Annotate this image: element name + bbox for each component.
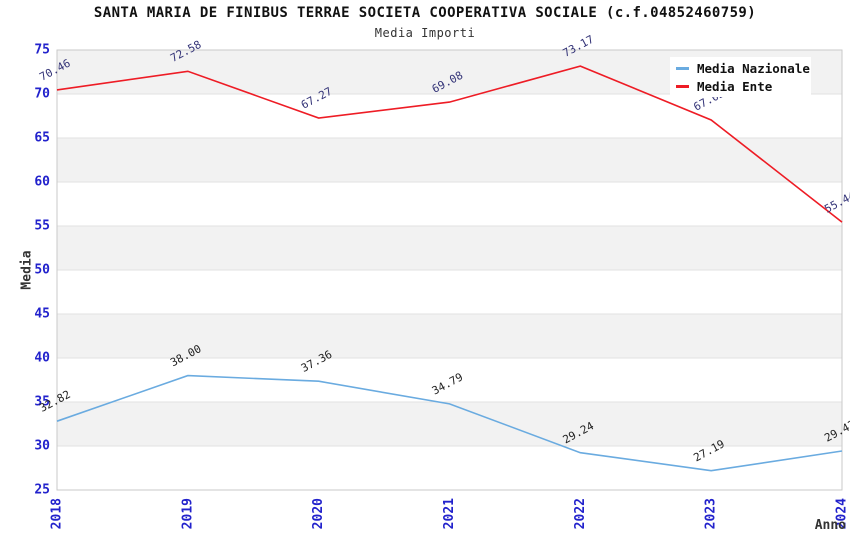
y-tick-label: 25: [34, 483, 50, 498]
y-tick-label: 40: [34, 351, 50, 366]
y-tick-label: 45: [34, 307, 50, 322]
chart-subtitle: Media Importi: [374, 26, 476, 40]
x-tick-label: 2024: [835, 498, 850, 529]
line-swatch-icon: [676, 84, 689, 88]
y-tick-label: 60: [34, 175, 50, 190]
series-line-media-ente: [56, 65, 843, 223]
y-tick-label: 55: [34, 219, 50, 234]
grid-band: [57, 314, 842, 358]
legend: Media Nazionale Media Ente: [670, 57, 811, 97]
y-tick-label: 50: [34, 263, 50, 278]
y-axis-title: Media: [20, 250, 35, 289]
x-tick-label: 2019: [180, 498, 195, 529]
grid-band: [57, 226, 842, 270]
y-tick-label: 35: [34, 395, 50, 410]
chart-title: SANTA MARIA DE FINIBUS TERRAE SOCIETA CO…: [93, 5, 757, 21]
x-tick-label: 2021: [442, 498, 457, 529]
plot-border: [56, 49, 843, 491]
legend-label: Media Ente: [697, 78, 773, 94]
grid-band: [57, 358, 842, 402]
grid-band: [57, 270, 842, 314]
line-swatch-icon: [676, 66, 689, 70]
legend-label: Media Nazionale: [697, 60, 810, 76]
grid-band: [57, 182, 842, 226]
y-tick-label: 65: [34, 131, 50, 146]
y-tick-label: 75: [34, 43, 50, 58]
series-line-media-nazionale: [56, 374, 843, 472]
grid-band: [57, 94, 842, 138]
x-tick-label: 2020: [311, 498, 326, 529]
legend-item-media-ente: Media Ente: [676, 79, 811, 94]
grid-band: [57, 446, 842, 490]
grid-band: [57, 402, 842, 446]
y-tick-label: 70: [34, 87, 50, 102]
x-tick-label: 2022: [573, 498, 588, 529]
y-tick-label: 30: [34, 439, 50, 454]
x-tick-label: 2023: [704, 498, 719, 529]
grid-band: [57, 138, 842, 182]
x-tick-label: 2018: [50, 498, 65, 529]
legend-item-media-nazionale: Media Nazionale: [676, 61, 811, 76]
x-axis-title: Anno: [815, 518, 846, 533]
